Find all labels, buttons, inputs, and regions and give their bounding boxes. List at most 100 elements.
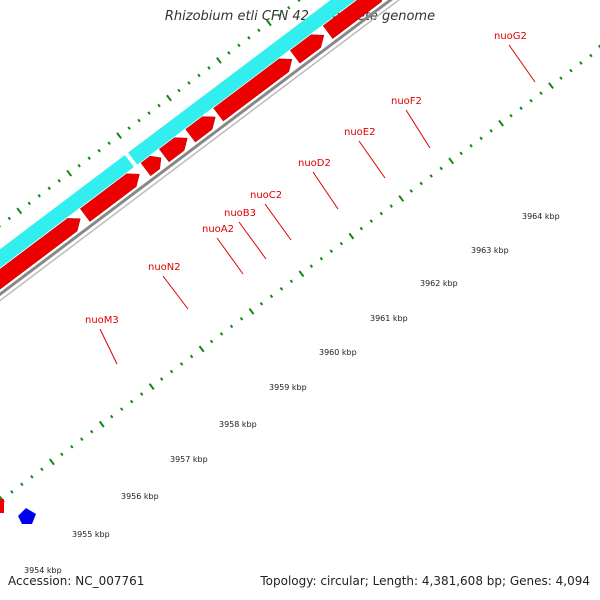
inner-tick [498,119,504,127]
gene-leader-line [508,44,536,83]
inner-tick [70,444,74,449]
outer-tick [147,111,151,115]
gene-arrow[interactable] [140,155,162,177]
gene-leader-line [238,221,267,260]
inner-tick [559,76,563,80]
kbp-label: 3955 kbp [72,530,110,539]
inner-tick [459,151,463,156]
inner-tick [80,437,84,442]
inner-tick [419,181,423,186]
inner-tick [40,467,44,472]
gene-leader-line [312,171,339,210]
kbp-label: 3957 kbp [170,455,208,464]
outer-tick [27,201,31,206]
inner-tick [359,226,364,231]
gene-arrow[interactable] [322,0,385,39]
inner-tick [10,490,14,494]
genome-summary: Topology: circular; Length: 4,381,608 bp… [260,574,590,588]
outer-tick [16,207,23,215]
inner-tick [289,279,294,284]
outer-tick [247,36,251,40]
gene-label-nuoa2: nuoA2 [202,224,234,235]
gene-arrow[interactable] [185,116,216,143]
outer-tick [257,28,261,33]
inner-tick [120,407,124,411]
kbp-labels: 3954 kbp 3955 kbp 3956 kbp 3957 kbp 3958 kbp… [24,212,560,575]
inner-tick [439,166,443,171]
inner-tick [348,232,355,240]
outer-tick [7,216,11,221]
outer-tick [37,194,41,198]
gene-arrow[interactable] [289,34,325,64]
inner-tick [239,317,244,321]
backbone-line [0,0,401,302]
gene-leader-line [162,275,189,310]
cyan-band [0,155,134,268]
inner-tick [219,332,224,336]
inner-tick [189,354,194,359]
inner-tick [339,241,344,246]
inner-tick [548,82,554,90]
cyan-band [128,0,356,165]
gene-leader-line [264,203,292,241]
tick-marks [0,0,600,503]
gene-label-nuog2: nuoG2 [494,31,527,42]
kbp-label: 3962 kbp [420,279,458,288]
inner-tick [539,91,543,95]
inner-tick [90,429,94,434]
gene-labels: nuoM3 nuoN2 nuoA2 nuoB3 nuoC2 nuoD2 nuoE2 nuoF2… [85,31,536,365]
inner-tick [139,392,144,396]
map-title: Rhizobium etli CFN 42, complete genome [164,9,436,24]
inner-tick [209,339,214,344]
backbone-line [0,0,393,297]
inner-tick [259,302,264,306]
gene-leader-line [216,237,244,275]
inner-tick [579,61,583,65]
gene-label-nuom3: nuoM3 [85,315,119,326]
gene-arrow[interactable] [0,499,4,513]
outer-tick [287,5,291,10]
kbp-label: 3963 kbp [471,246,509,255]
accession-text: Accession: NC_007761 [8,574,145,588]
gene-arrow[interactable] [79,173,140,222]
gene-arrow[interactable] [213,58,293,122]
outer-tick [265,19,272,27]
gene-arrow[interactable] [158,137,188,163]
outer-tick [87,156,91,161]
kbp-label: 3958 kbp [219,420,257,429]
gene-label-nuoe2: nuoE2 [344,127,375,138]
inner-tick [20,482,24,487]
gene-arrows[interactable] [0,0,572,524]
inner-tick [159,377,164,381]
inner-tick [309,264,314,269]
outer-tick [116,132,123,140]
inner-tick [389,204,393,208]
inner-tick [469,144,473,148]
inner-tick [298,270,305,278]
outer-tick [216,57,222,64]
gene-label-nuoc2: nuoC2 [250,190,282,201]
gene-leader-line [405,109,431,149]
gene-label-nuob3: nuoB3 [224,208,256,219]
gene-label-nuod2: nuoD2 [298,158,331,169]
inner-tick [229,324,234,329]
outer-tick [77,163,81,168]
blue-feature[interactable] [18,508,36,524]
inner-tick [48,458,55,466]
outer-tick [137,118,141,123]
inner-tick [329,249,334,253]
inner-tick [169,369,174,374]
outer-tick [57,178,61,183]
inner-tick [179,362,184,366]
backbone-lines [0,0,401,302]
inner-tick [148,383,155,390]
outer-tick [297,0,301,3]
gene-leader-line [99,328,118,365]
outer-tick [166,94,172,102]
inner-tick [589,53,593,58]
outer-tick [187,81,191,85]
feature-bands [0,0,356,268]
gene-arrow[interactable] [0,218,81,295]
inner-tick [509,113,513,118]
